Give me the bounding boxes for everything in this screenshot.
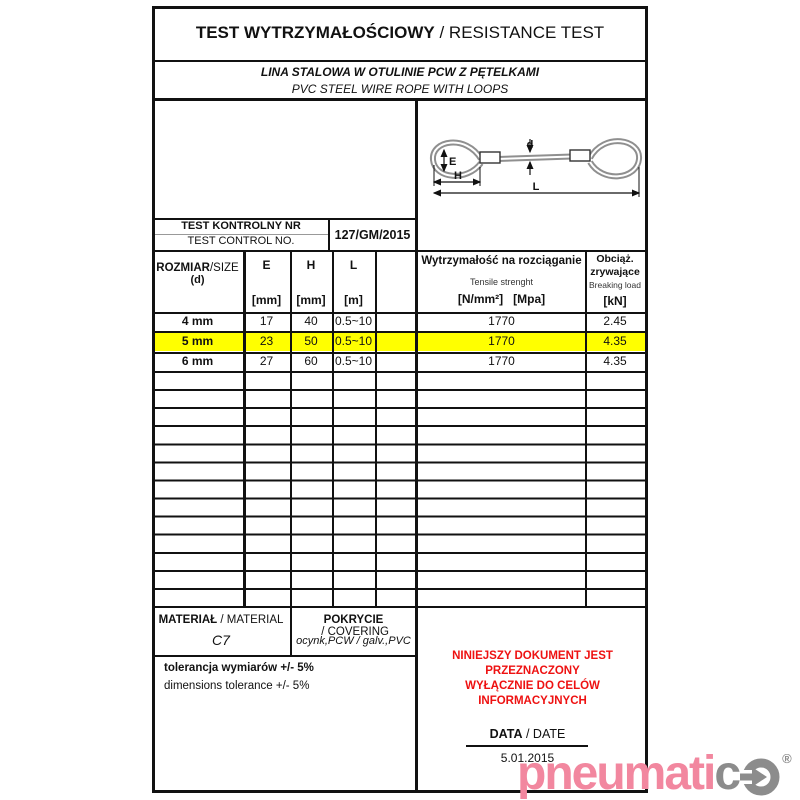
pneumatico-logo-o-icon bbox=[740, 758, 780, 796]
covering-value: ocynk,PCW / galv.,PVC bbox=[296, 635, 411, 647]
grid-line bbox=[375, 250, 377, 608]
grid-line bbox=[152, 312, 648, 314]
cell-l: 0.5~10 bbox=[334, 354, 373, 368]
page-title: TEST WYTRZYMAŁOŚCIOWY / RESISTANCE TEST bbox=[160, 8, 640, 58]
cell-l: 0.5~10 bbox=[334, 314, 373, 328]
ferrule-right bbox=[569, 149, 591, 162]
date-value: 5.01.2015 bbox=[500, 751, 555, 765]
grid-line bbox=[332, 250, 334, 608]
header-L: L bbox=[349, 258, 358, 272]
grid-line bbox=[152, 6, 155, 793]
cell-e: 17 bbox=[259, 314, 274, 328]
grid-line bbox=[152, 655, 418, 657]
header-size: ROZMIAR/SIZE (d) bbox=[152, 262, 243, 286]
empty-rows-grid bbox=[152, 373, 648, 608]
title-english: / RESISTANCE TEST bbox=[434, 23, 605, 42]
header-tensile-en: Tensile strenght bbox=[469, 277, 534, 287]
header-breaking-unit: [kN] bbox=[603, 294, 627, 308]
cell-size: 6 mm bbox=[181, 354, 214, 368]
cell-e: 27 bbox=[259, 354, 274, 368]
cell-h: 50 bbox=[304, 334, 318, 348]
watermark-text-pink: pneumati bbox=[517, 747, 716, 800]
title-polish: TEST WYTRZYMAŁOŚCIOWY bbox=[195, 23, 435, 42]
grid-line bbox=[290, 250, 292, 655]
header-H: H bbox=[306, 258, 316, 272]
dim-label-E: E bbox=[449, 156, 456, 168]
grid-line bbox=[152, 250, 648, 252]
material-value: C7 bbox=[212, 632, 230, 648]
header-breaking-en: Breaking load bbox=[589, 280, 641, 290]
header-E-unit: [mm] bbox=[251, 293, 282, 307]
pneumatico-watermark: pneumati c ® bbox=[517, 747, 792, 800]
cell-e: 23 bbox=[259, 334, 274, 348]
grid-line bbox=[243, 250, 246, 608]
notice-line-2: WYŁĄCZNIE DO CELÓW INFORMACYJNYCH bbox=[465, 680, 600, 707]
subtitle-english: PVC STEEL WIRE ROPE WITH LOOPS bbox=[291, 82, 509, 96]
watermark-text-gray: c bbox=[714, 747, 741, 800]
dim-label-L: L bbox=[533, 181, 540, 193]
subtitle-polish: LINA STALOWA W OTULINIE PCW Z PĘTELKAMI bbox=[260, 65, 540, 79]
tolerance-polish: tolerancja wymiarów +/- 5% bbox=[164, 662, 314, 674]
covering-label: POKRYCIE / COVERING bbox=[318, 614, 389, 638]
header-size-sub: (d) bbox=[190, 274, 205, 286]
test-control-label-en: TEST CONTROL NO. bbox=[187, 235, 295, 247]
grid-line bbox=[415, 98, 418, 793]
grid-line bbox=[645, 6, 648, 793]
date-underline bbox=[466, 745, 588, 747]
date-label: DATA / DATE bbox=[489, 727, 566, 741]
registered-trademark-icon: ® bbox=[782, 751, 792, 766]
grid-line bbox=[585, 250, 587, 608]
cell-size: 5 mm bbox=[181, 334, 214, 348]
header-tensile-pl: Wytrzymałość na rozciąganie bbox=[421, 255, 582, 267]
wire-rope-diagram: E d H L bbox=[430, 138, 642, 197]
highlight-row-background bbox=[155, 333, 645, 351]
cell-tensile: 1770 bbox=[488, 314, 515, 328]
cell-h: 60 bbox=[304, 354, 318, 368]
grid-line bbox=[152, 790, 648, 793]
cell-size: 4 mm bbox=[181, 314, 214, 328]
grid-line bbox=[152, 331, 648, 333]
cell-tensile: 1770 bbox=[488, 354, 515, 368]
test-control-number: 127/GM/2015 bbox=[334, 227, 411, 242]
grid-line bbox=[152, 218, 418, 220]
header-breaking-pl: Obciąż. zrywające bbox=[590, 253, 640, 278]
cell-h: 40 bbox=[304, 314, 318, 328]
header-tensile-units: [N/mm²] [Mpa] bbox=[457, 292, 546, 306]
cell-breaking: 4.35 bbox=[603, 334, 627, 348]
dim-label-H: H bbox=[454, 170, 462, 182]
information-notice: NINIEJSZY DOKUMENT JEST PRZEZNACZONY WYŁ… bbox=[420, 649, 645, 709]
tolerance-english: dimensions tolerance +/- 5% bbox=[164, 680, 310, 692]
grid-line bbox=[152, 6, 648, 9]
notice-line-1: NINIEJSZY DOKUMENT JEST PRZEZNACZONY bbox=[452, 650, 613, 677]
grid-line bbox=[152, 98, 648, 101]
material-label: MATERIAŁ / MATERIAL bbox=[158, 614, 284, 626]
cell-tensile: 1770 bbox=[488, 334, 515, 348]
cell-l: 0.5~10 bbox=[334, 334, 373, 348]
grid-line bbox=[152, 352, 648, 354]
test-control-label-pl: TEST KONTROLNY NR bbox=[181, 220, 301, 232]
grid-line bbox=[328, 218, 330, 252]
grid-line bbox=[152, 60, 648, 62]
header-H-unit: [mm] bbox=[296, 293, 326, 307]
header-L-unit: [m] bbox=[344, 293, 363, 307]
grid-line bbox=[152, 371, 648, 373]
cell-breaking: 4.35 bbox=[603, 354, 627, 368]
ferrule-left bbox=[479, 151, 501, 164]
grid-line bbox=[152, 234, 330, 235]
cell-breaking: 2.45 bbox=[603, 314, 627, 328]
header-E: E bbox=[262, 258, 271, 272]
